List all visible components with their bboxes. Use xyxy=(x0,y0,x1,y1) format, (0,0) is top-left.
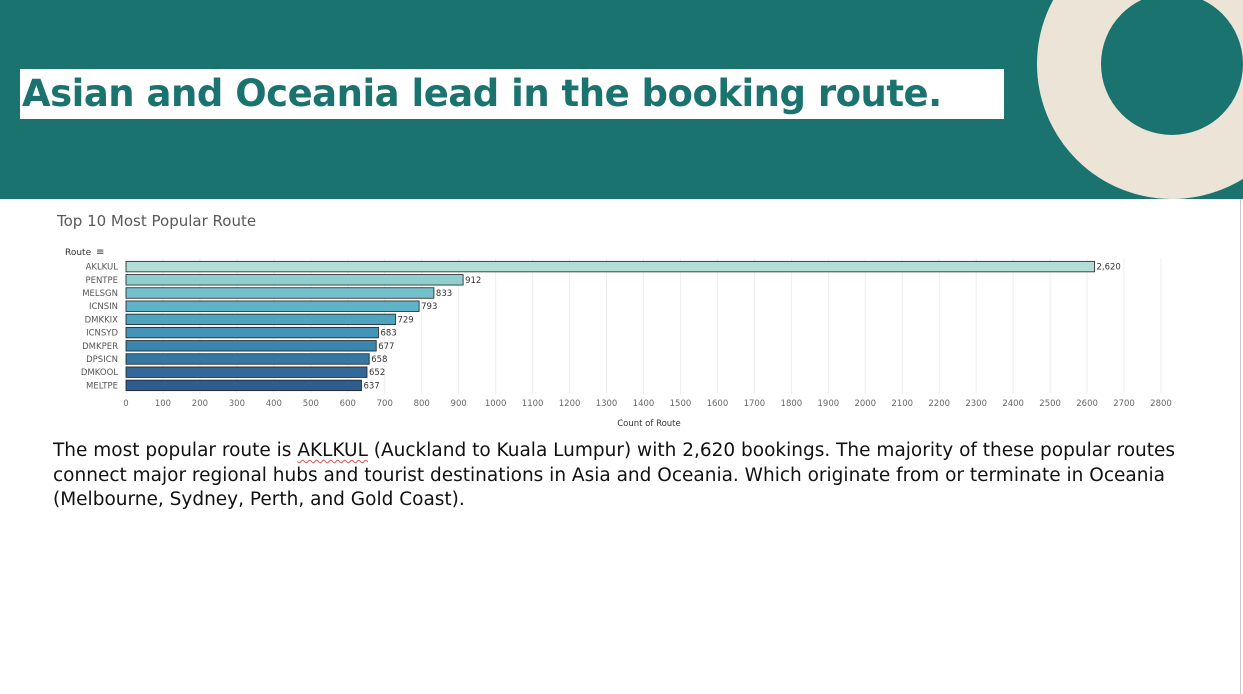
category-label: DMKPER xyxy=(82,342,118,352)
x-tick-label: 0 xyxy=(123,399,128,409)
bar xyxy=(125,300,420,312)
category-label: DPSICN xyxy=(86,355,118,365)
x-axis-title: Count of Route xyxy=(617,419,681,429)
category-label: PENTPE xyxy=(85,276,118,286)
x-tick-label: 1900 xyxy=(818,399,840,409)
x-tick-label: 2400 xyxy=(1002,399,1024,409)
x-tick-label: 500 xyxy=(303,399,319,409)
value-label: 793 xyxy=(421,302,437,312)
x-tick-label: 2700 xyxy=(1113,399,1135,409)
bar xyxy=(125,326,379,339)
caption-text-end: (Auckland to Kuala Lumpur) with 2,620 bo… xyxy=(53,440,1176,510)
x-tick-label: 2500 xyxy=(1039,399,1061,409)
category-label: DMKKIX xyxy=(85,315,119,325)
value-label: 683 xyxy=(380,329,396,339)
value-label: 912 xyxy=(465,276,481,286)
value-label: 637 xyxy=(363,381,379,391)
bar xyxy=(125,366,368,378)
caption-highlight: AKLKUL xyxy=(297,440,368,461)
value-label: 652 xyxy=(369,368,385,378)
x-tick-label: 1700 xyxy=(744,399,766,409)
x-tick-label: 900 xyxy=(451,399,467,409)
bar xyxy=(125,274,464,286)
x-tick-label: 2800 xyxy=(1150,399,1172,409)
x-tick-label: 1300 xyxy=(596,399,618,409)
x-tick-label: 2600 xyxy=(1076,399,1098,409)
x-tick-label: 1400 xyxy=(633,399,655,409)
bar xyxy=(125,260,1095,273)
category-label: MELTPE xyxy=(86,381,118,391)
x-tick-label: 2100 xyxy=(891,399,913,409)
caption-text-start: The most popular route is xyxy=(53,440,298,461)
category-label: DMKOOL xyxy=(81,368,118,378)
x-tick-label: 300 xyxy=(229,399,245,409)
x-tick-label: 1600 xyxy=(707,399,729,409)
x-tick-label: 1000 xyxy=(485,399,507,409)
chart-title: Top 10 Most Popular Route xyxy=(57,212,257,230)
category-label: ICNSIN xyxy=(89,302,118,312)
value-label: 729 xyxy=(397,315,413,325)
bar xyxy=(125,313,396,326)
x-tick-label: 2000 xyxy=(854,399,876,409)
x-tick-label: 2300 xyxy=(965,399,987,409)
x-tick-label: 200 xyxy=(192,399,208,409)
route-bar-chart: Route ≡ AKLKUL 2,620 PENTPE 912 MELSGN 833 ICNSI… xyxy=(65,247,1172,429)
sort-icon: ≡ xyxy=(96,247,104,258)
value-label: 833 xyxy=(436,289,452,299)
x-tick-label: 100 xyxy=(155,399,171,409)
x-tick-label: 600 xyxy=(340,399,356,409)
bar xyxy=(125,287,435,299)
slide-title-box: Asian and Oceania lead in the booking ro… xyxy=(20,69,1004,119)
category-label: ICNSYD xyxy=(86,329,118,339)
y-axis-title: Route xyxy=(65,248,92,258)
x-tick-label: 800 xyxy=(414,399,430,409)
slide-header: Asian and Oceania lead in the booking ro… xyxy=(0,0,1243,199)
x-tick-label: 1500 xyxy=(670,399,692,409)
chart-caption: The most popular route is AKLKUL (Auckla… xyxy=(53,439,1203,513)
decorative-ring xyxy=(1037,0,1243,199)
x-tick-label: 1100 xyxy=(522,399,544,409)
bar xyxy=(125,340,377,352)
value-label: 658 xyxy=(371,355,387,365)
category-label: AKLKUL xyxy=(86,263,119,273)
x-tick-label: 700 xyxy=(377,399,393,409)
bar xyxy=(125,353,370,365)
value-label: 677 xyxy=(378,342,394,352)
x-tick-label: 1200 xyxy=(559,399,581,409)
page-edge-line xyxy=(1240,199,1241,694)
bar xyxy=(125,379,362,392)
category-label: MELSGN xyxy=(82,289,118,299)
x-tick-label: 2200 xyxy=(928,399,950,409)
value-label: 2,620 xyxy=(1096,263,1120,273)
x-tick-label: 1800 xyxy=(781,399,803,409)
slide-title: Asian and Oceania lead in the booking ro… xyxy=(22,72,942,115)
x-tick-label: 400 xyxy=(266,399,282,409)
